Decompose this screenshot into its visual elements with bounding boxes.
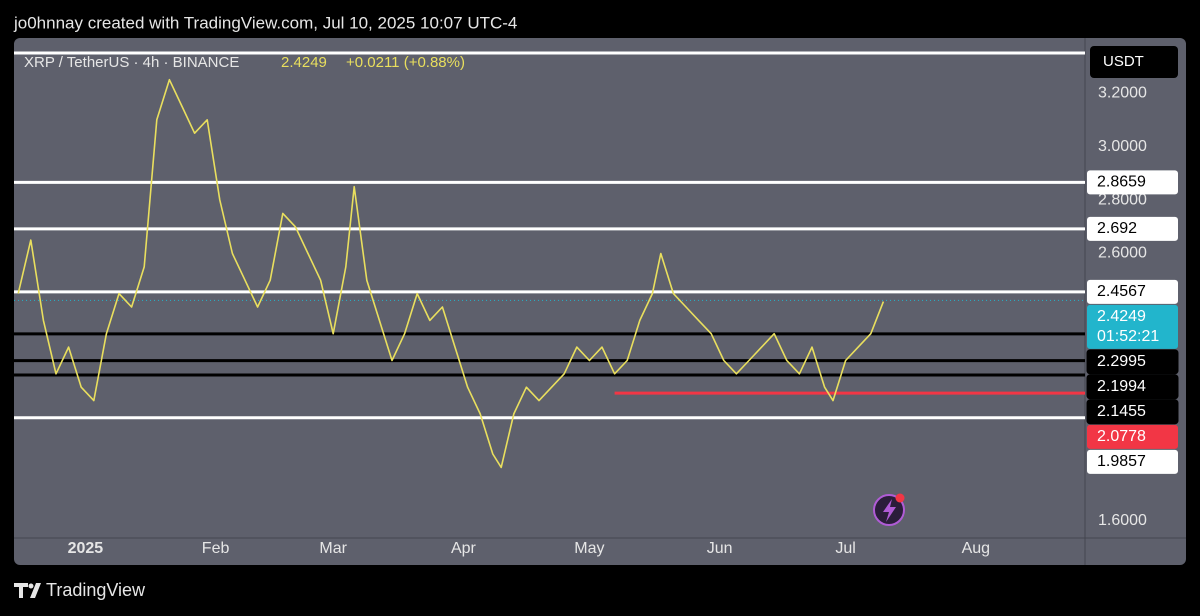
y-tick-label: 2.8000	[1098, 191, 1147, 208]
y-tick-label: 2.6000	[1098, 245, 1147, 262]
price-label: 2.1994	[1097, 378, 1146, 395]
lightning-icon	[873, 493, 905, 526]
price-label-box	[1087, 216, 1178, 241]
footer: TradingView	[46, 580, 146, 600]
y-tick-label: 3.2000	[1098, 84, 1147, 101]
header: jo0hnnay created with TradingView.com, J…	[13, 13, 517, 32]
panel	[14, 38, 1186, 565]
price-label-box	[1087, 170, 1178, 195]
price-label-box	[1087, 449, 1178, 474]
price-label-box	[1086, 374, 1179, 400]
x-tick-label: May	[574, 540, 604, 557]
price-label: 2.692	[1097, 220, 1137, 237]
y-tick-label: 3.0000	[1098, 138, 1147, 155]
legend-change: +0.0211 (+0.88%)	[346, 54, 465, 71]
price-label: 2.8659	[1097, 174, 1146, 191]
price-label: 2.2995	[1097, 353, 1146, 370]
price-label: 2.4249	[1097, 308, 1146, 325]
price-label-box	[1087, 279, 1178, 304]
price-label: 2.4567	[1097, 283, 1146, 300]
x-tick-label: 2025	[68, 540, 104, 557]
currency-box[interactable]	[1090, 46, 1178, 78]
price-label-box	[1087, 304, 1178, 349]
price-label-box	[1086, 349, 1179, 375]
y-tick-label: 1.6000	[1098, 512, 1147, 529]
countdown: 01:52:21	[1097, 328, 1159, 345]
x-tick-label: Mar	[319, 540, 347, 557]
price-label-box	[1086, 399, 1179, 425]
price-label-box	[1087, 424, 1178, 449]
x-tick-label: Jun	[707, 540, 733, 557]
footer-logo	[14, 583, 41, 598]
price-label: 2.0778	[1097, 428, 1146, 445]
x-tick-label: Apr	[451, 540, 477, 557]
price-label: 1.9857	[1097, 453, 1146, 470]
legend-price: 2.4249	[281, 54, 327, 71]
currency[interactable]: USDT	[1103, 53, 1144, 70]
symbol: XRP / TetherUS · 4h · BINANCE	[24, 54, 239, 71]
x-tick-label: Feb	[202, 540, 230, 557]
x-tick-label: Aug	[962, 540, 990, 557]
price-line	[17, 78, 885, 469]
price-label: 2.1455	[1097, 403, 1146, 420]
x-tick-label: Jul	[835, 540, 855, 557]
